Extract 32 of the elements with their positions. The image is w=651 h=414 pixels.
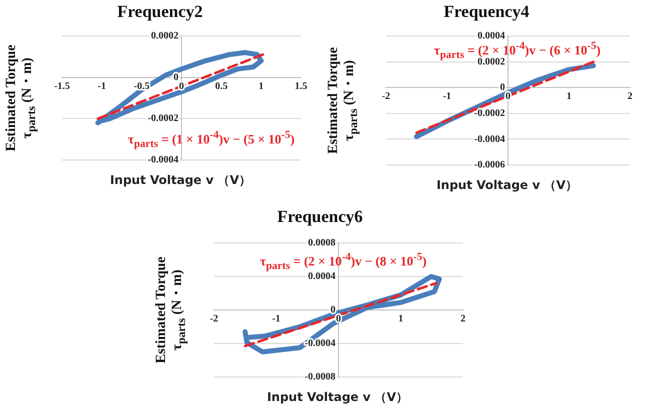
x-tick-label: 1: [566, 91, 572, 102]
y-tick-label: 0.0008: [308, 238, 336, 249]
chart-title: Frequency4: [442, 2, 530, 22]
x-tick-label: 2: [460, 314, 466, 325]
y-tick-label: -0.0004: [148, 154, 178, 166]
annotation: τ$_{parts}$ = (2 × 10$^{-4}$)v − (8 × 10$^{-5}$): [260, 251, 427, 272]
y-tick-label: 0.0004: [478, 30, 505, 42]
y-tick-label: -0.0002: [474, 108, 505, 119]
y-tick-label: 0: [174, 72, 178, 83]
x-tick-label: -1.5: [54, 80, 70, 92]
x-axis-title: Input Voltage v （V）: [266, 389, 410, 406]
x-tick-label: 2: [628, 91, 632, 102]
y-tick-label: -0.0002: [148, 113, 178, 124]
chart-title: Frequency2: [116, 2, 204, 22]
annotation: τ$_{parts}$ = (1 × 10$^{-4}$)v − (5 × 10$^{-5}$): [128, 129, 295, 150]
x-tick-label: 1: [258, 80, 264, 92]
y-tick-label: -0.0006: [474, 160, 505, 171]
chart-title: Frequency6: [276, 207, 364, 227]
y-tick-label: -0.0004: [474, 134, 505, 145]
x-axis-title: Input Voltage v （V）: [108, 172, 252, 189]
x-tick-label: 1: [398, 314, 404, 325]
x-tick-label: 0.5: [215, 80, 228, 92]
y-tick-label: 0.0004: [308, 271, 336, 282]
x-tick-label: 1.5: [294, 80, 308, 92]
x-tick-label: -1: [272, 314, 280, 325]
x-tick-label: -1: [98, 80, 106, 92]
x-tick-label: -2: [382, 91, 390, 102]
y-tick-label: -0.0008: [304, 372, 336, 383]
y-tick-label: 0.0002: [151, 30, 178, 42]
x-tick-label: -2: [210, 314, 218, 325]
x-axis-title: Input Voltage v （V）: [435, 177, 579, 194]
x-tick-label: -1: [442, 91, 452, 102]
